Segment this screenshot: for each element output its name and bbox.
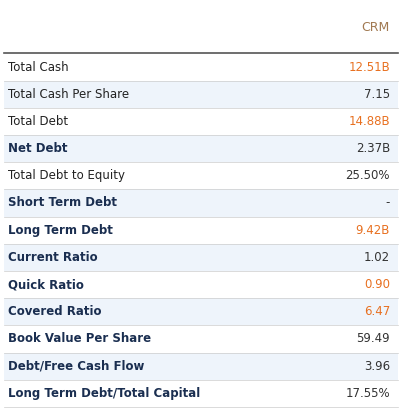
Text: 7.15: 7.15 [363, 88, 389, 101]
Bar [4, 81, 397, 108]
Bar [4, 380, 397, 407]
Text: 1.02: 1.02 [363, 251, 389, 264]
Text: 14.88B: 14.88B [347, 115, 389, 128]
Text: Total Cash: Total Cash [8, 60, 69, 74]
Bar [4, 271, 397, 298]
Text: Total Debt to Equity: Total Debt to Equity [8, 169, 125, 182]
Text: 9.42B: 9.42B [354, 224, 389, 237]
Bar [4, 217, 397, 244]
Bar [4, 353, 397, 380]
Text: 2.37B: 2.37B [355, 142, 389, 155]
Text: Total Debt: Total Debt [8, 115, 68, 128]
Text: Long Term Debt: Long Term Debt [8, 224, 113, 237]
Text: Current Ratio: Current Ratio [8, 251, 97, 264]
Text: 59.49: 59.49 [355, 332, 389, 345]
Text: Long Term Debt/Total Capital: Long Term Debt/Total Capital [8, 387, 200, 400]
Bar [4, 326, 397, 353]
Text: 25.50%: 25.50% [344, 169, 389, 182]
Text: Debt/Free Cash Flow: Debt/Free Cash Flow [8, 360, 144, 373]
Text: 12.51B: 12.51B [347, 60, 389, 74]
Bar [4, 53, 397, 81]
Bar [4, 298, 397, 326]
Text: 3.96: 3.96 [363, 360, 389, 373]
Bar [4, 189, 397, 217]
Text: Net Debt: Net Debt [8, 142, 67, 155]
Bar [4, 108, 397, 135]
Text: -: - [385, 196, 389, 210]
Text: Short Term Debt: Short Term Debt [8, 196, 117, 210]
Text: CRM: CRM [361, 21, 389, 34]
Text: 0.90: 0.90 [363, 278, 389, 291]
Text: Book Value Per Share: Book Value Per Share [8, 332, 151, 345]
Bar [4, 135, 397, 162]
Bar [4, 244, 397, 271]
Text: Quick Ratio: Quick Ratio [8, 278, 84, 291]
Text: 6.47: 6.47 [363, 305, 389, 318]
Bar [4, 162, 397, 189]
Text: 17.55%: 17.55% [344, 387, 389, 400]
Text: Total Cash Per Share: Total Cash Per Share [8, 88, 129, 101]
Text: Covered Ratio: Covered Ratio [8, 305, 101, 318]
